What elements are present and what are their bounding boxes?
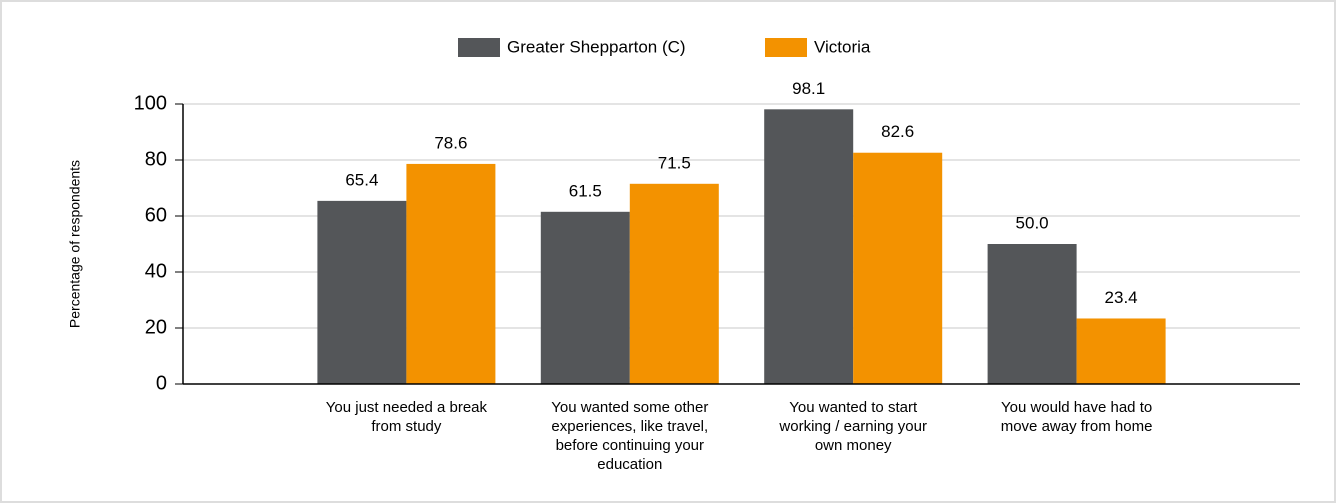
y-axis-label: Percentage of respondents [67,160,83,328]
value-label: 61.5 [569,181,602,200]
y-tick-label: 60 [145,204,167,226]
bar [540,211,630,384]
value-label: 65.4 [345,170,378,189]
y-tick-label: 20 [145,316,167,338]
y-tick-label: 40 [145,260,167,282]
legend-label: Greater Shepparton (C) [507,37,686,56]
legend-label: Victoria [814,37,871,56]
y-tick-label: 80 [145,148,167,170]
bar [764,109,854,384]
bar [987,244,1077,384]
x-tick-label: You wanted to start working / earning you… [778,399,927,454]
x-tick-label: You would have had to move away from home [1001,399,1153,435]
value-label: 98.1 [792,79,825,98]
value-label: 50.0 [1016,213,1049,232]
bar [317,200,407,384]
value-label: 71.5 [658,153,691,172]
bar [629,183,719,384]
y-tick-label: 0 [156,372,167,394]
value-label: 23.4 [1105,288,1138,307]
bar [1076,318,1166,384]
legend-swatch [765,38,807,57]
value-label: 78.6 [434,133,467,152]
x-tick-label: You wanted some other experiences, like t… [551,399,708,473]
x-tick-label: You just needed a break from study [326,399,488,435]
value-label: 82.6 [881,122,914,141]
bar [853,152,943,384]
legend-swatch [458,38,500,57]
bar [406,163,496,384]
y-tick-label: 100 [134,92,167,114]
